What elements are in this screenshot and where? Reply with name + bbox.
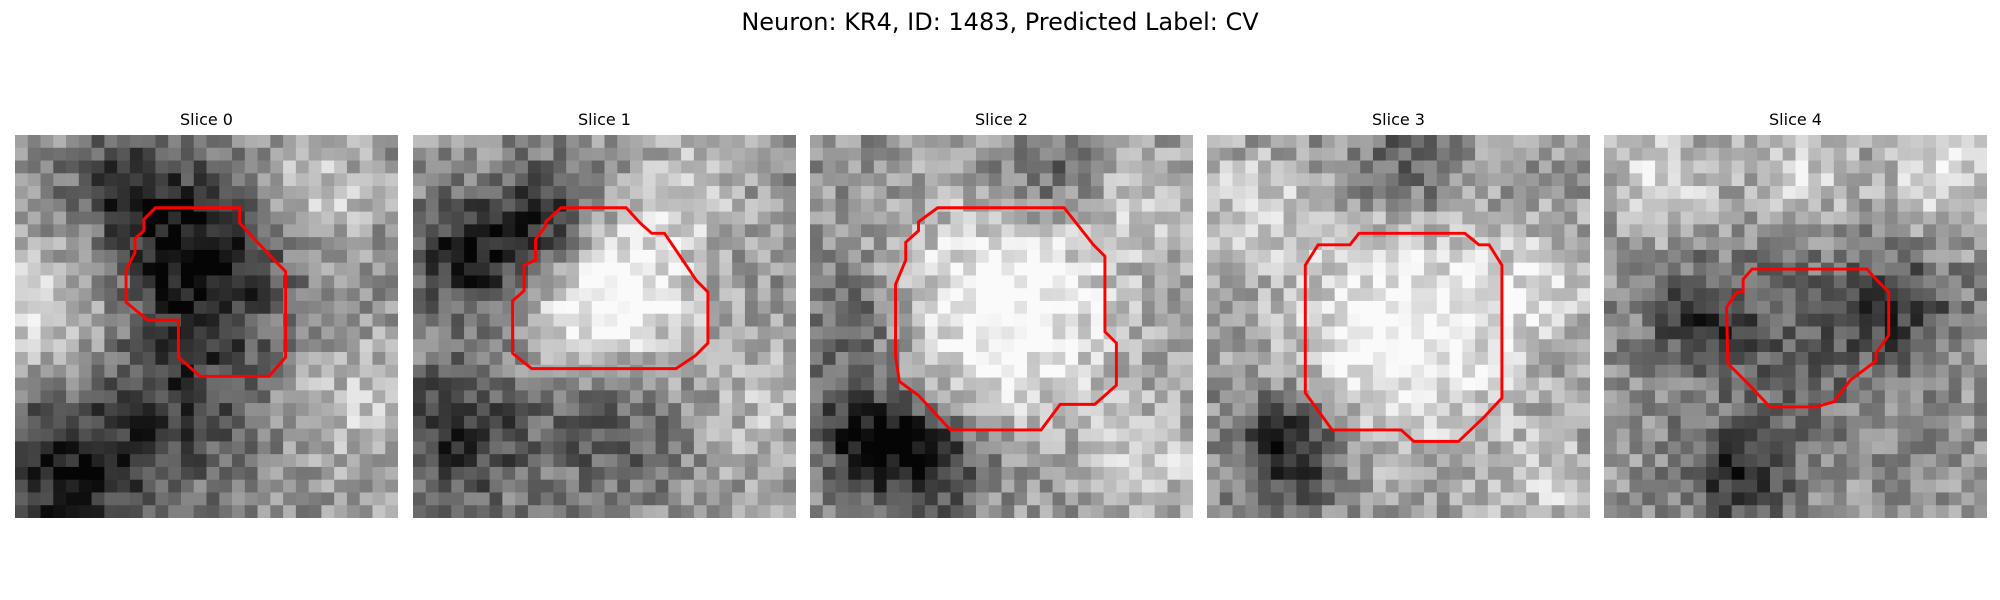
slice-panel-4: Slice 4: [1604, 110, 1987, 518]
slice-title-1: Slice 1: [578, 110, 631, 129]
slice-title-3: Slice 3: [1372, 110, 1425, 129]
slice-panel-3: Slice 3: [1207, 110, 1590, 518]
pixel-grid: [1604, 135, 1987, 518]
slice-image-3: [1207, 135, 1590, 518]
pixel-grid: [15, 135, 398, 518]
slice-panel-0: Slice 0: [15, 110, 398, 518]
slice-panel-1: Slice 1: [413, 110, 796, 518]
slice-title-0: Slice 0: [180, 110, 233, 129]
roi-contour: [1303, 231, 1504, 443]
slice-image-2: [810, 135, 1193, 518]
roi-contour: [124, 206, 288, 378]
slice-image-0: [15, 135, 398, 518]
roi-contour: [1725, 267, 1891, 409]
roi-contour: [894, 206, 1118, 432]
figure-suptitle: Neuron: KR4, ID: 1483, Predicted Label: …: [741, 8, 1259, 36]
roi-contour: [511, 206, 710, 371]
slice-image-1: [413, 135, 796, 518]
slice-panel-2: Slice 2: [810, 110, 1193, 518]
pixel-grid: [1207, 135, 1590, 518]
pixel-grid: [413, 135, 796, 518]
pixel-grid: [810, 135, 1193, 518]
slice-title-4: Slice 4: [1769, 110, 1822, 129]
slice-title-2: Slice 2: [975, 110, 1028, 129]
slice-image-4: [1604, 135, 1987, 518]
